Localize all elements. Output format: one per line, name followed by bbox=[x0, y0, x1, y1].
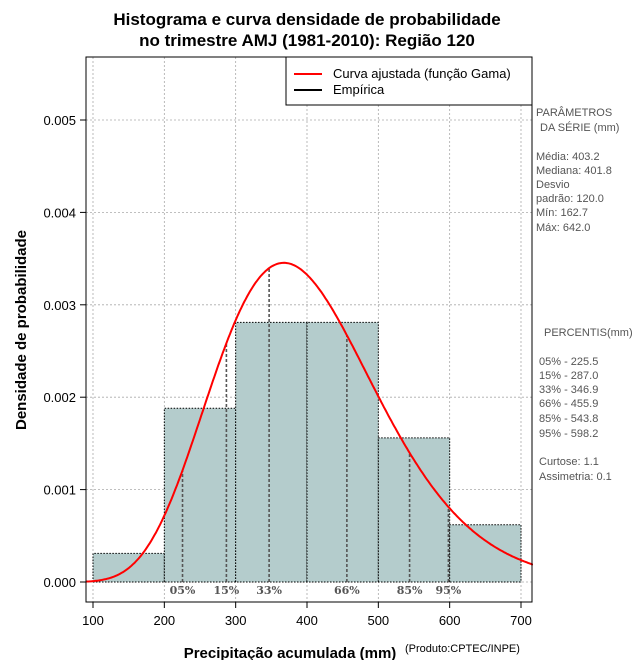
percentile-label-85%: 85% bbox=[397, 584, 423, 597]
param-min: Mín: 162.7 bbox=[536, 207, 588, 219]
histogram-bar-4 bbox=[307, 322, 379, 582]
histogram-bar-3 bbox=[235, 322, 307, 582]
stat-kurtosis: Curtose: 1.1 bbox=[539, 456, 599, 468]
y-axis-label: Densidade de probabilidade bbox=[13, 230, 30, 430]
histogram-bar-6 bbox=[449, 524, 521, 582]
y-tick-label-2: 0.002 bbox=[43, 390, 76, 405]
percentil-66: 66% - 455.9 bbox=[539, 398, 598, 410]
legend-box bbox=[285, 56, 533, 106]
percentil-15: 15% - 287.0 bbox=[539, 370, 598, 382]
y-tick-label-3: 0.003 bbox=[43, 298, 76, 313]
y-tick-label-4: 0.004 bbox=[43, 205, 76, 220]
axes: 100 200 300 400 500 600 700 0.000 0.001 0.002 0.00… bbox=[43, 113, 531, 628]
y-tick-label-5: 0.005 bbox=[43, 113, 76, 128]
legend: Curva ajustada (função Gama) Empírica bbox=[285, 56, 533, 106]
x-tick-label-300: 300 bbox=[225, 613, 247, 628]
legend-label-empirical: Empírica bbox=[333, 82, 385, 97]
percentil-85: 85% - 543.8 bbox=[539, 413, 598, 425]
side-panel: PARÂMETROS DA SÉRIE (mm) Média: 403.2 Me… bbox=[536, 106, 633, 483]
percentil-33: 33% - 346.9 bbox=[539, 384, 598, 396]
percentis-title: PERCENTIS(mm) bbox=[544, 327, 633, 339]
x-tick-label-700: 700 bbox=[510, 613, 532, 628]
percentile-label-95%: 95% bbox=[435, 584, 461, 597]
params-title-line-1: PARÂMETROS bbox=[536, 106, 612, 119]
x-tick-label-600: 600 bbox=[439, 613, 461, 628]
y-tick-label-1: 0.001 bbox=[43, 483, 76, 498]
histogram-bar-2 bbox=[164, 408, 236, 582]
y-tick-label-0: 0.000 bbox=[43, 575, 76, 590]
x-tick-label-100: 100 bbox=[82, 613, 104, 628]
params-title-line-2: DA SÉRIE (mm) bbox=[540, 121, 619, 134]
empirical-outline-6 bbox=[449, 524, 522, 582]
x-tick-label-200: 200 bbox=[153, 613, 175, 628]
percentile-label-15%: 15% bbox=[214, 584, 240, 597]
stat-skewness: Assimetria: 0.1 bbox=[539, 471, 612, 483]
legend-label-curve: Curva ajustada (função Gama) bbox=[333, 66, 511, 81]
empirical-outline-4 bbox=[306, 321, 379, 582]
percentile-lines: 05% 15% 33% 66% 85% 95% bbox=[170, 268, 462, 597]
param-median: Mediana: 401.8 bbox=[536, 165, 612, 177]
x-tick-label-400: 400 bbox=[296, 613, 318, 628]
param-sd-label: Desvio bbox=[536, 179, 570, 191]
x-tick-label-500: 500 bbox=[367, 613, 389, 628]
percentil-95: 95% - 598.2 bbox=[539, 428, 598, 440]
percentile-label-05%: 05% bbox=[170, 584, 196, 597]
chart-title-line-1: Histograma e curva densidade de probabil… bbox=[113, 10, 500, 29]
product-credit: (Produto:CPTEC/INPE) bbox=[405, 643, 520, 655]
histogram-bar-5 bbox=[378, 437, 450, 582]
x-axis-label: Precipitação acumulada (mm) bbox=[184, 645, 397, 660]
empirical-outline-3 bbox=[235, 321, 308, 582]
param-max: Máx: 642.0 bbox=[536, 222, 590, 234]
empirical-outline-5 bbox=[377, 437, 451, 582]
gamma-curve bbox=[85, 261, 533, 583]
percentile-label-33%: 33% bbox=[256, 584, 282, 597]
param-sd-value: padrão: 120.0 bbox=[536, 193, 604, 205]
chart-title-line-2: no trimestre AMJ (1981-2010): Região 120 bbox=[139, 31, 475, 50]
percentil-05: 05% - 225.5 bbox=[539, 356, 598, 368]
histogram-bars bbox=[92, 321, 522, 583]
percentile-label-66%: 66% bbox=[334, 584, 360, 597]
param-mean: Média: 403.2 bbox=[536, 151, 600, 163]
